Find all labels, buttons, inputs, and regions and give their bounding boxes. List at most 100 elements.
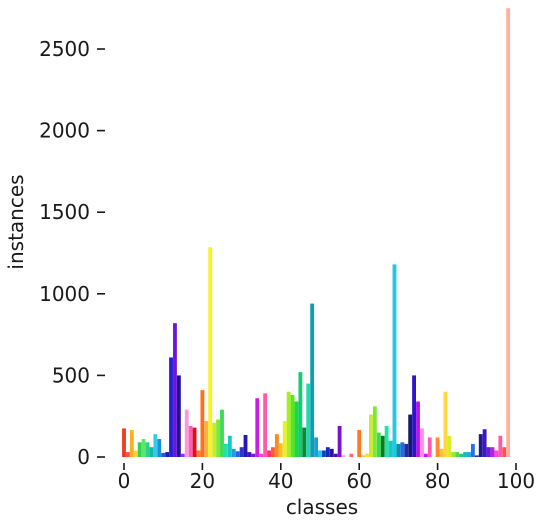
bar-class-29 [235, 451, 240, 457]
bar-class-8 [153, 434, 158, 457]
bars-group [122, 8, 511, 457]
bar-class-77 [423, 453, 428, 457]
bar-class-12 [169, 357, 173, 457]
y-tick-label: 500 [52, 363, 90, 387]
bar-class-52 [325, 447, 330, 457]
bar-class-30 [239, 447, 244, 457]
bar-class-85 [455, 452, 460, 457]
bar-class-25 [220, 409, 224, 457]
y-tick-label: 1500 [39, 200, 90, 224]
bar-class-46 [302, 427, 307, 457]
bar-class-14 [176, 375, 181, 457]
bar-class-80 [435, 437, 440, 457]
x-tick-label: 80 [425, 469, 450, 493]
bar-class-41 [282, 421, 287, 457]
bar-class-47 [306, 383, 311, 457]
bar-class-44 [294, 401, 299, 457]
bar-class-64 [372, 406, 377, 457]
bar-class-94 [490, 447, 495, 457]
bar-class-5 [141, 439, 146, 457]
bar-class-71 [400, 442, 405, 457]
bar-class-74 [412, 375, 416, 457]
bar-class-7 [149, 447, 154, 457]
y-tick-label: 0 [77, 445, 90, 469]
bar-class-87 [463, 452, 467, 457]
bar-class-98 [506, 8, 511, 457]
bar-class-69 [392, 264, 397, 457]
bar-class-24 [216, 419, 220, 457]
bar-class-39 [274, 434, 279, 457]
bar-class-95 [494, 450, 499, 457]
bar-class-83 [447, 435, 452, 457]
y-tick-label: 1000 [39, 282, 90, 306]
x-tick-label: 40 [268, 469, 293, 493]
bar-class-55 [337, 425, 342, 457]
bar-class-56 [341, 455, 346, 457]
bar-class-90 [474, 455, 479, 457]
x-tick-label: 60 [346, 469, 371, 493]
bar-class-32 [247, 452, 252, 457]
bar-class-63 [369, 414, 373, 457]
bar-class-40 [278, 443, 283, 457]
bar-class-35 [259, 453, 264, 457]
bar-class-33 [251, 453, 256, 457]
bar-class-15 [180, 453, 185, 457]
bar-class-42 [286, 391, 291, 457]
bar-class-76 [420, 428, 424, 457]
bar-class-65 [376, 432, 381, 457]
bar-class-81 [439, 448, 444, 457]
bar-class-70 [396, 443, 401, 457]
y-tick-label: 2500 [39, 37, 90, 61]
bar-class-60 [357, 430, 362, 457]
bar-class-21 [204, 421, 209, 457]
bar-class-10 [161, 452, 166, 457]
bar-class-66 [380, 435, 385, 457]
bar-class-11 [165, 452, 170, 457]
bar-class-48 [310, 303, 315, 457]
bar-class-49 [314, 437, 318, 457]
bar-class-23 [212, 422, 217, 457]
bar-class-28 [231, 448, 236, 457]
bar-class-43 [290, 394, 295, 457]
bar-class-38 [271, 447, 275, 457]
bar-class-26 [224, 443, 228, 457]
bar-class-73 [408, 414, 413, 457]
bar-class-27 [227, 435, 232, 457]
bar-class-82 [443, 391, 448, 457]
bar-class-88 [467, 452, 471, 457]
bar-class-22 [208, 247, 213, 457]
bar-class-53 [329, 448, 334, 457]
bar-class-97 [502, 447, 507, 457]
y-tick-label: 2000 [39, 119, 90, 143]
bar-class-17 [188, 425, 193, 457]
y-axis-title: instances [4, 174, 28, 269]
bar-class-19 [196, 450, 201, 457]
x-axis: 0 20 40 60 80 100 [118, 463, 535, 493]
bar-class-91 [478, 434, 483, 457]
x-tick-label: 100 [497, 469, 535, 493]
bar-class-58 [349, 453, 354, 457]
bar-class-0 [122, 428, 126, 457]
bar-class-67 [384, 425, 389, 457]
bar-class-37 [267, 450, 271, 457]
bar-class-50 [318, 450, 322, 457]
bar-class-13 [173, 323, 177, 457]
bar-class-72 [404, 443, 409, 457]
bar-class-62 [365, 453, 369, 457]
x-axis-title: classes [286, 495, 358, 519]
bar-class-34 [255, 398, 260, 457]
bar-class-16 [184, 409, 189, 457]
bar-class-31 [243, 434, 248, 457]
bar-class-61 [361, 455, 366, 457]
bar-class-2 [129, 430, 134, 457]
bar-class-96 [498, 435, 503, 457]
bar-class-92 [482, 429, 487, 457]
bar-class-93 [486, 447, 491, 457]
bar-class-51 [322, 450, 326, 457]
bar-class-78 [427, 437, 432, 457]
bar-class-18 [192, 427, 197, 457]
bar-class-54 [333, 453, 338, 457]
bar-class-86 [459, 453, 464, 457]
x-tick-label: 20 [190, 469, 215, 493]
